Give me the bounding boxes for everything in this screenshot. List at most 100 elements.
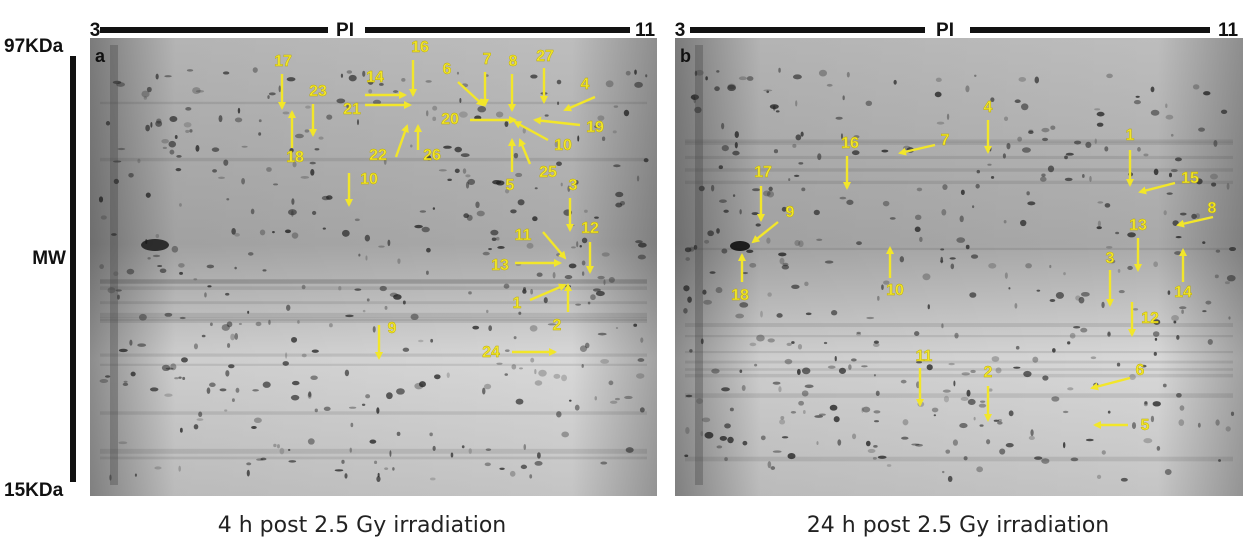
arrow — [513, 120, 549, 142]
protein-spot — [1203, 91, 1211, 96]
protein-spot — [308, 391, 312, 398]
protein-spot — [624, 395, 633, 400]
protein-spot — [1129, 374, 1136, 381]
protein-spot — [634, 69, 637, 75]
protein-spot — [767, 292, 772, 297]
protein-spot — [462, 168, 467, 174]
protein-spot — [496, 362, 503, 365]
protein-spot — [866, 316, 875, 320]
protein-spot — [284, 229, 291, 234]
protein-spot — [1141, 364, 1147, 368]
protein-spot — [719, 199, 727, 203]
protein-spot — [1163, 210, 1167, 216]
protein-spot — [1202, 241, 1206, 245]
protein-spot — [495, 236, 500, 241]
protein-spot — [952, 439, 958, 446]
protein-spot — [365, 255, 368, 261]
spot-label: 13 — [1129, 217, 1147, 234]
protein-spot — [1143, 153, 1149, 157]
protein-spot — [803, 410, 806, 415]
streak — [100, 319, 647, 323]
protein-spot — [687, 296, 692, 303]
protein-spot — [258, 132, 262, 136]
protein-spot — [934, 91, 942, 98]
protein-spot — [1006, 142, 1011, 150]
protein-spot — [742, 440, 748, 446]
protein-spot — [1014, 99, 1021, 104]
protein-spot — [637, 358, 645, 362]
protein-spot — [376, 407, 380, 414]
protein-spot — [694, 70, 698, 77]
protein-spot — [986, 439, 991, 445]
streak — [100, 312, 647, 318]
protein-spot — [310, 375, 318, 381]
spot-label: 1 — [1126, 127, 1135, 144]
protein-spot — [526, 242, 534, 249]
protein-spot — [510, 209, 517, 214]
protein-spot — [1021, 147, 1031, 153]
streak — [685, 456, 1233, 462]
protein-spot — [889, 217, 896, 220]
spot-label: 4 — [984, 99, 993, 116]
protein-spot — [800, 131, 804, 137]
protein-spot — [831, 310, 838, 316]
protein-spot — [993, 419, 999, 422]
protein-spot — [279, 447, 285, 455]
spot-label: 10 — [554, 137, 572, 154]
protein-spot — [623, 109, 630, 117]
protein-spot — [1127, 265, 1133, 271]
protein-spot — [152, 254, 161, 258]
protein-spot — [1101, 301, 1105, 309]
protein-spot — [914, 226, 921, 233]
protein-spot — [509, 470, 516, 477]
protein-spot — [1067, 341, 1071, 345]
protein-spot — [1195, 213, 1200, 219]
protein-spot — [940, 248, 945, 251]
protein-spot — [773, 149, 779, 154]
mw-bottom: 15KDa — [4, 480, 64, 501]
protein-spot — [1085, 141, 1092, 149]
protein-spot — [976, 466, 984, 473]
protein-spot — [768, 186, 773, 192]
protein-spot — [154, 466, 162, 470]
spot-label: 27 — [536, 48, 554, 65]
protein-spot — [467, 178, 476, 185]
protein-spot — [517, 199, 525, 206]
protein-spot — [392, 467, 395, 471]
protein-spot — [965, 244, 970, 250]
protein-spot — [1153, 261, 1159, 268]
protein-spot — [291, 336, 298, 343]
protein-spot — [161, 139, 169, 144]
protein-spot — [1191, 213, 1197, 220]
protein-spot — [116, 294, 120, 300]
protein-spot — [366, 298, 370, 302]
protein-spot — [1116, 362, 1121, 367]
protein-spot — [749, 262, 757, 268]
protein-spot — [246, 462, 252, 466]
protein-spot — [594, 396, 597, 401]
protein-spot — [829, 404, 838, 411]
protein-spot — [792, 143, 797, 148]
protein-spot — [556, 161, 562, 167]
protein-spot — [696, 398, 704, 404]
protein-spot — [1228, 316, 1231, 320]
protein-spot — [426, 270, 429, 275]
protein-spot — [701, 417, 711, 423]
protein-spot — [376, 476, 381, 483]
protein-spot — [250, 208, 255, 215]
streak — [685, 350, 1233, 354]
protein-spot — [389, 450, 392, 457]
protein-spot — [735, 313, 745, 319]
protein-spot — [176, 155, 182, 158]
protein-spot — [468, 291, 472, 295]
protein-spot — [432, 207, 436, 210]
protein-spot — [695, 69, 704, 76]
protein-spot — [645, 74, 648, 78]
spot-label: 2 — [553, 317, 562, 334]
protein-spot — [941, 323, 944, 329]
protein-spot — [429, 432, 433, 437]
protein-spot — [567, 185, 571, 192]
protein-spot — [356, 119, 360, 126]
protein-spot — [228, 364, 235, 369]
protein-spot — [1175, 236, 1182, 239]
